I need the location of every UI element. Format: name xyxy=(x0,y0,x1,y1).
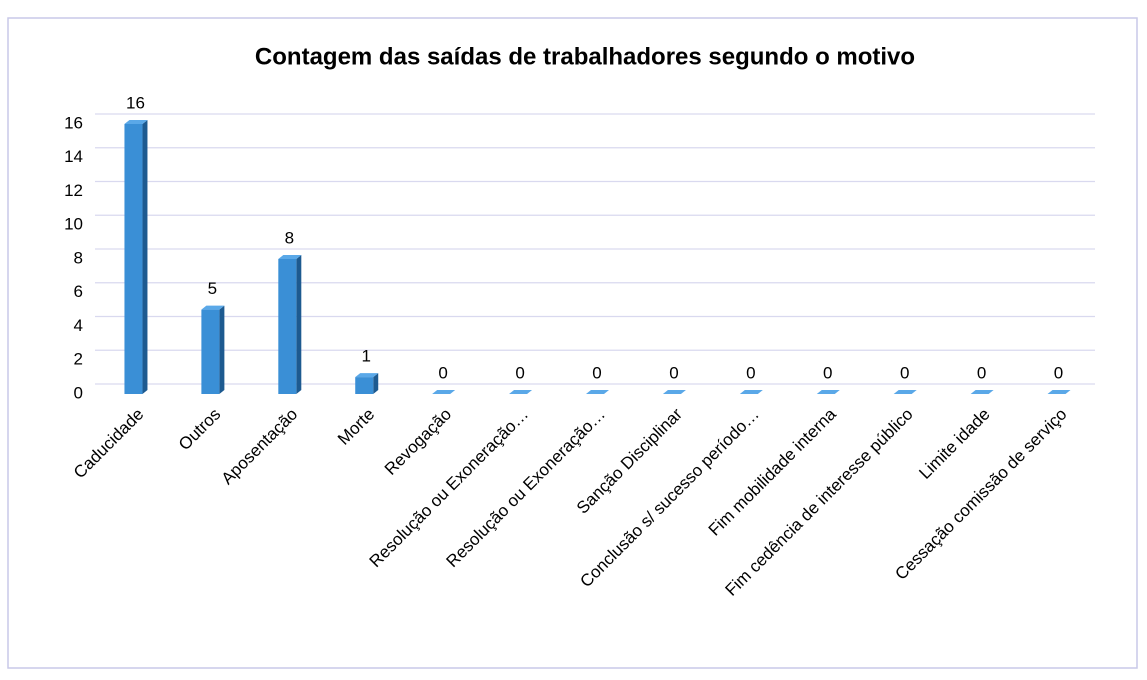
data-label: 16 xyxy=(126,93,145,112)
bar-top xyxy=(278,255,302,259)
bar-side xyxy=(373,373,379,394)
bar-top xyxy=(355,373,379,378)
bar-top xyxy=(662,390,686,394)
bar-side xyxy=(142,120,148,394)
data-label: 0 xyxy=(823,363,832,382)
bar-top xyxy=(739,390,763,394)
bar-top xyxy=(586,390,609,394)
data-label: 0 xyxy=(900,363,909,382)
bar-top xyxy=(816,390,840,394)
y-tick-label: 16 xyxy=(64,113,83,132)
y-tick-label: 6 xyxy=(74,282,83,301)
data-label: 8 xyxy=(285,228,294,247)
bar-top xyxy=(432,390,456,394)
bar-side xyxy=(296,255,302,394)
y-tick-label: 14 xyxy=(64,147,83,166)
data-label: 1 xyxy=(361,347,370,366)
bar-side xyxy=(219,305,225,394)
data-label: 0 xyxy=(438,363,447,382)
data-label: 0 xyxy=(977,363,986,382)
bar-top xyxy=(893,390,917,394)
bar-top xyxy=(201,305,225,310)
bar-top xyxy=(124,120,148,124)
chart-frame xyxy=(7,17,1138,669)
y-tick-label: 10 xyxy=(64,215,83,234)
bar xyxy=(201,309,220,394)
chart-title: Contagem das saídas de trabalhadores seg… xyxy=(255,43,915,70)
data-label: 0 xyxy=(515,363,524,382)
bar xyxy=(124,124,143,394)
y-tick-label: 8 xyxy=(74,248,83,267)
bar-top xyxy=(509,390,533,394)
y-tick-label: 0 xyxy=(74,383,83,402)
data-label: 0 xyxy=(669,363,678,382)
bar xyxy=(278,259,297,394)
data-label: 5 xyxy=(208,279,217,298)
data-label: 0 xyxy=(1054,363,1063,382)
data-label: 0 xyxy=(592,363,601,382)
bar xyxy=(355,377,374,394)
y-tick-label: 2 xyxy=(74,350,83,369)
y-tick-label: 12 xyxy=(64,181,83,200)
bar-top xyxy=(970,390,994,394)
data-label: 0 xyxy=(746,363,755,382)
y-tick-label: 4 xyxy=(74,316,83,335)
bar-top xyxy=(1047,390,1071,394)
